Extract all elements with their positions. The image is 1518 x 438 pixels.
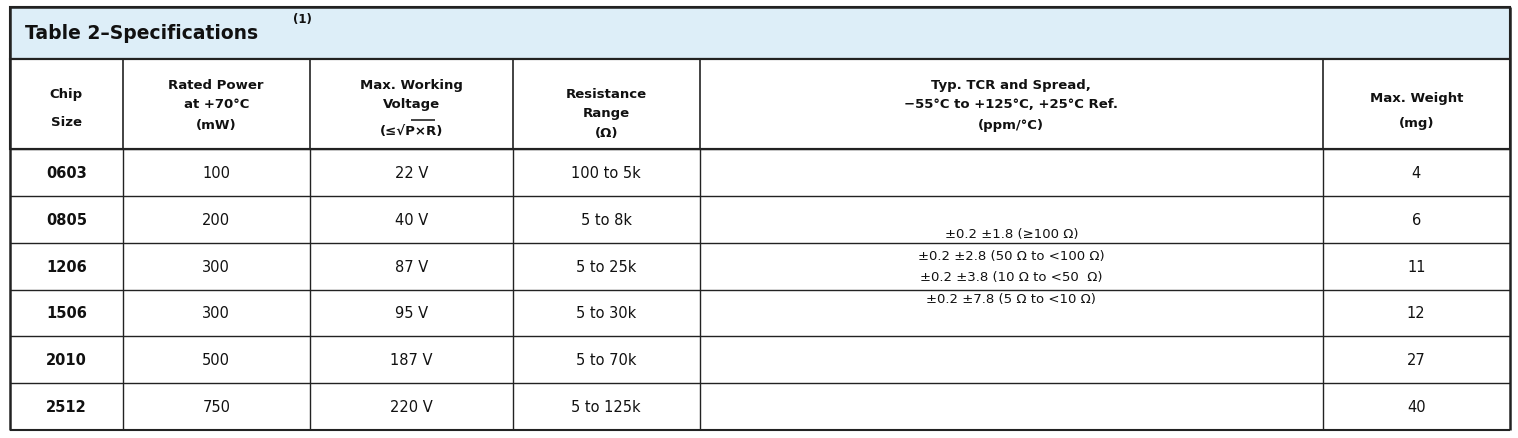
Text: 5 to 30k: 5 to 30k	[577, 306, 636, 321]
Bar	[11, 8, 1510, 60]
Text: −55°C to +125°C, +25°C Ref.: −55°C to +125°C, +25°C Ref.	[905, 98, 1119, 111]
Text: 0603: 0603	[46, 166, 87, 180]
Text: 22 V: 22 V	[395, 166, 428, 180]
Text: (ppm/°C): (ppm/°C)	[978, 119, 1044, 132]
Text: 5 to 8k: 5 to 8k	[581, 212, 631, 227]
Bar	[11, 196, 1510, 243]
Text: 40: 40	[1407, 399, 1425, 414]
Bar	[11, 336, 1510, 383]
Bar	[11, 150, 1510, 196]
Text: Max. Working: Max. Working	[360, 78, 463, 92]
Text: Resistance: Resistance	[566, 88, 647, 100]
Text: 750: 750	[202, 399, 231, 414]
Text: 5 to 25k: 5 to 25k	[575, 259, 636, 274]
Text: ±0.2 ±7.8 (5 Ω to <10 Ω): ±0.2 ±7.8 (5 Ω to <10 Ω)	[926, 292, 1096, 305]
Text: 300: 300	[202, 306, 231, 321]
Text: 500: 500	[202, 353, 231, 367]
Bar	[11, 290, 1510, 336]
Text: (≤√P×R): (≤√P×R)	[380, 125, 443, 138]
Text: (Ω): (Ω)	[595, 127, 618, 140]
Text: (1): (1)	[293, 13, 311, 26]
Text: 100: 100	[202, 166, 231, 180]
Text: Voltage: Voltage	[383, 98, 440, 111]
Text: 1506: 1506	[46, 306, 87, 321]
Text: 27: 27	[1407, 353, 1425, 367]
Text: 0805: 0805	[46, 212, 87, 227]
Text: 220 V: 220 V	[390, 399, 433, 414]
Text: 2512: 2512	[46, 399, 87, 414]
Text: ±0.2 ±3.8 (10 Ω to <50  Ω): ±0.2 ±3.8 (10 Ω to <50 Ω)	[920, 271, 1102, 284]
Bar	[11, 243, 1510, 290]
Text: 5 to 70k: 5 to 70k	[575, 353, 636, 367]
Text: at +70°C: at +70°C	[184, 98, 249, 111]
Text: 187 V: 187 V	[390, 353, 433, 367]
Text: 6: 6	[1412, 212, 1421, 227]
Text: ±0.2 ±1.8 (≥100 Ω): ±0.2 ±1.8 (≥100 Ω)	[944, 228, 1078, 241]
Text: Chip: Chip	[50, 88, 83, 100]
Text: Typ. TCR and Spread,: Typ. TCR and Spread,	[932, 78, 1091, 92]
Text: ±0.2 ±2.8 (50 Ω to <100 Ω): ±0.2 ±2.8 (50 Ω to <100 Ω)	[918, 249, 1105, 262]
Text: 87 V: 87 V	[395, 259, 428, 274]
Text: 40 V: 40 V	[395, 212, 428, 227]
Text: 95 V: 95 V	[395, 306, 428, 321]
Text: 2010: 2010	[46, 353, 87, 367]
Text: 100 to 5k: 100 to 5k	[571, 166, 641, 180]
Text: 1206: 1206	[46, 259, 87, 274]
Text: (mg): (mg)	[1398, 116, 1435, 129]
Text: 5 to 125k: 5 to 125k	[571, 399, 641, 414]
Text: Max. Weight: Max. Weight	[1369, 92, 1463, 105]
Text: 300: 300	[202, 259, 231, 274]
Text: Size: Size	[50, 116, 82, 129]
Text: Table 2–Specifications: Table 2–Specifications	[24, 25, 258, 43]
Text: (mW): (mW)	[196, 119, 237, 132]
Text: Rated Power: Rated Power	[168, 78, 264, 92]
Text: Range: Range	[583, 107, 630, 120]
Text: 11: 11	[1407, 259, 1425, 274]
Bar	[11, 383, 1510, 430]
Bar	[11, 60, 1510, 150]
Text: 200: 200	[202, 212, 231, 227]
Text: 12: 12	[1407, 306, 1425, 321]
Text: 4: 4	[1412, 166, 1421, 180]
